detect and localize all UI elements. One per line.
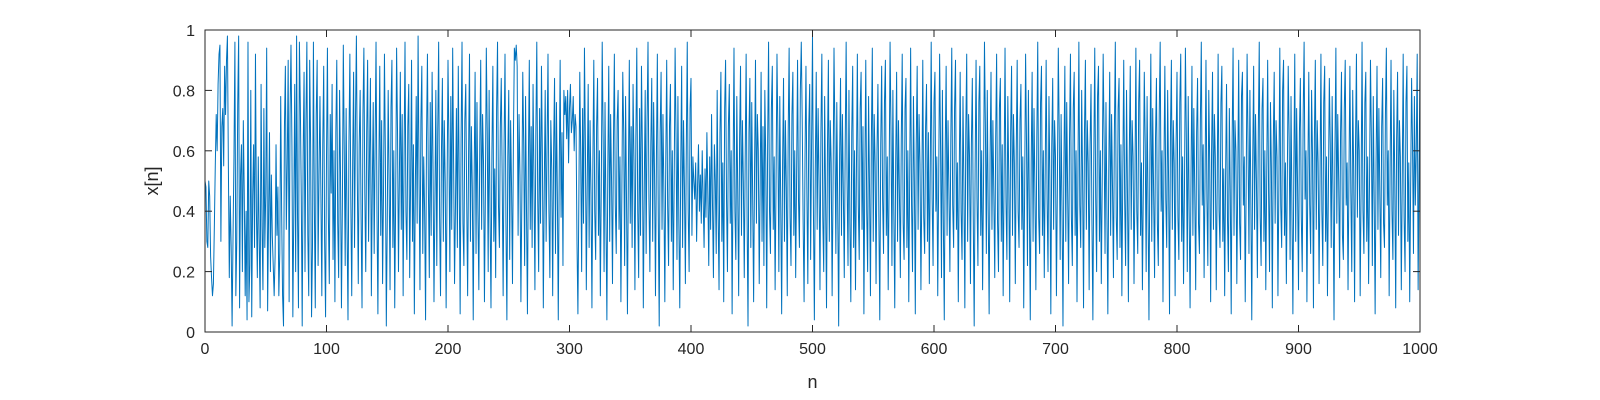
y-axis: 0 0.2 0.4 0.6 0.8 1 xyxy=(173,23,1420,342)
x-tick-label: 400 xyxy=(678,341,705,358)
y-tick-label: 0.2 xyxy=(173,265,195,282)
y-axis-label: x[n] xyxy=(142,166,162,195)
x-tick-label: 600 xyxy=(921,341,948,358)
x-tick-label: 200 xyxy=(435,341,462,358)
x-tick-label: 100 xyxy=(313,341,340,358)
x-tick-label: 300 xyxy=(556,341,583,358)
x-axis: 0 100 200 300 400 500 600 700 800 900 1000 xyxy=(201,30,1438,358)
y-tick-label: 0.6 xyxy=(173,144,195,161)
x-tick-label: 800 xyxy=(1164,341,1191,358)
x-tick-label: 900 xyxy=(1285,341,1312,358)
y-tick-label: 1 xyxy=(186,23,195,40)
x-tick-label: 700 xyxy=(1042,341,1069,358)
y-tick-label: 0.4 xyxy=(173,204,195,221)
x-tick-label: 0 xyxy=(201,341,210,358)
x-tick-label: 1000 xyxy=(1402,341,1438,358)
y-tick-label: 0 xyxy=(186,325,195,342)
y-tick-label: 0.8 xyxy=(173,83,195,100)
x-tick-label: 500 xyxy=(799,341,826,358)
x-axis-label: n xyxy=(807,372,817,392)
